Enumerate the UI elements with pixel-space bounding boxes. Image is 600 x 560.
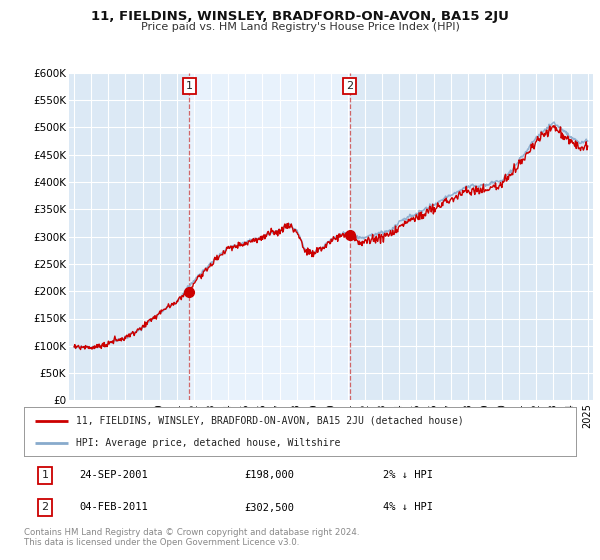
Text: HPI: Average price, detached house, Wiltshire: HPI: Average price, detached house, Wilt… — [76, 437, 341, 447]
Text: Contains HM Land Registry data © Crown copyright and database right 2024.
This d: Contains HM Land Registry data © Crown c… — [24, 528, 359, 547]
Text: 11, FIELDINS, WINSLEY, BRADFORD-ON-AVON, BA15 2JU (detached house): 11, FIELDINS, WINSLEY, BRADFORD-ON-AVON,… — [76, 416, 464, 426]
Text: 04-FEB-2011: 04-FEB-2011 — [79, 502, 148, 512]
Text: £302,500: £302,500 — [245, 502, 295, 512]
Text: 11, FIELDINS, WINSLEY, BRADFORD-ON-AVON, BA15 2JU: 11, FIELDINS, WINSLEY, BRADFORD-ON-AVON,… — [91, 10, 509, 23]
Text: Price paid vs. HM Land Registry's House Price Index (HPI): Price paid vs. HM Land Registry's House … — [140, 22, 460, 32]
Text: 4% ↓ HPI: 4% ↓ HPI — [383, 502, 433, 512]
Text: 1: 1 — [41, 470, 49, 480]
Text: 2: 2 — [346, 81, 353, 91]
Text: 2% ↓ HPI: 2% ↓ HPI — [383, 470, 433, 480]
Text: 1: 1 — [186, 81, 193, 91]
Text: 2: 2 — [41, 502, 49, 512]
Text: 24-SEP-2001: 24-SEP-2001 — [79, 470, 148, 480]
Text: £198,000: £198,000 — [245, 470, 295, 480]
Bar — [190, 73, 350, 400]
